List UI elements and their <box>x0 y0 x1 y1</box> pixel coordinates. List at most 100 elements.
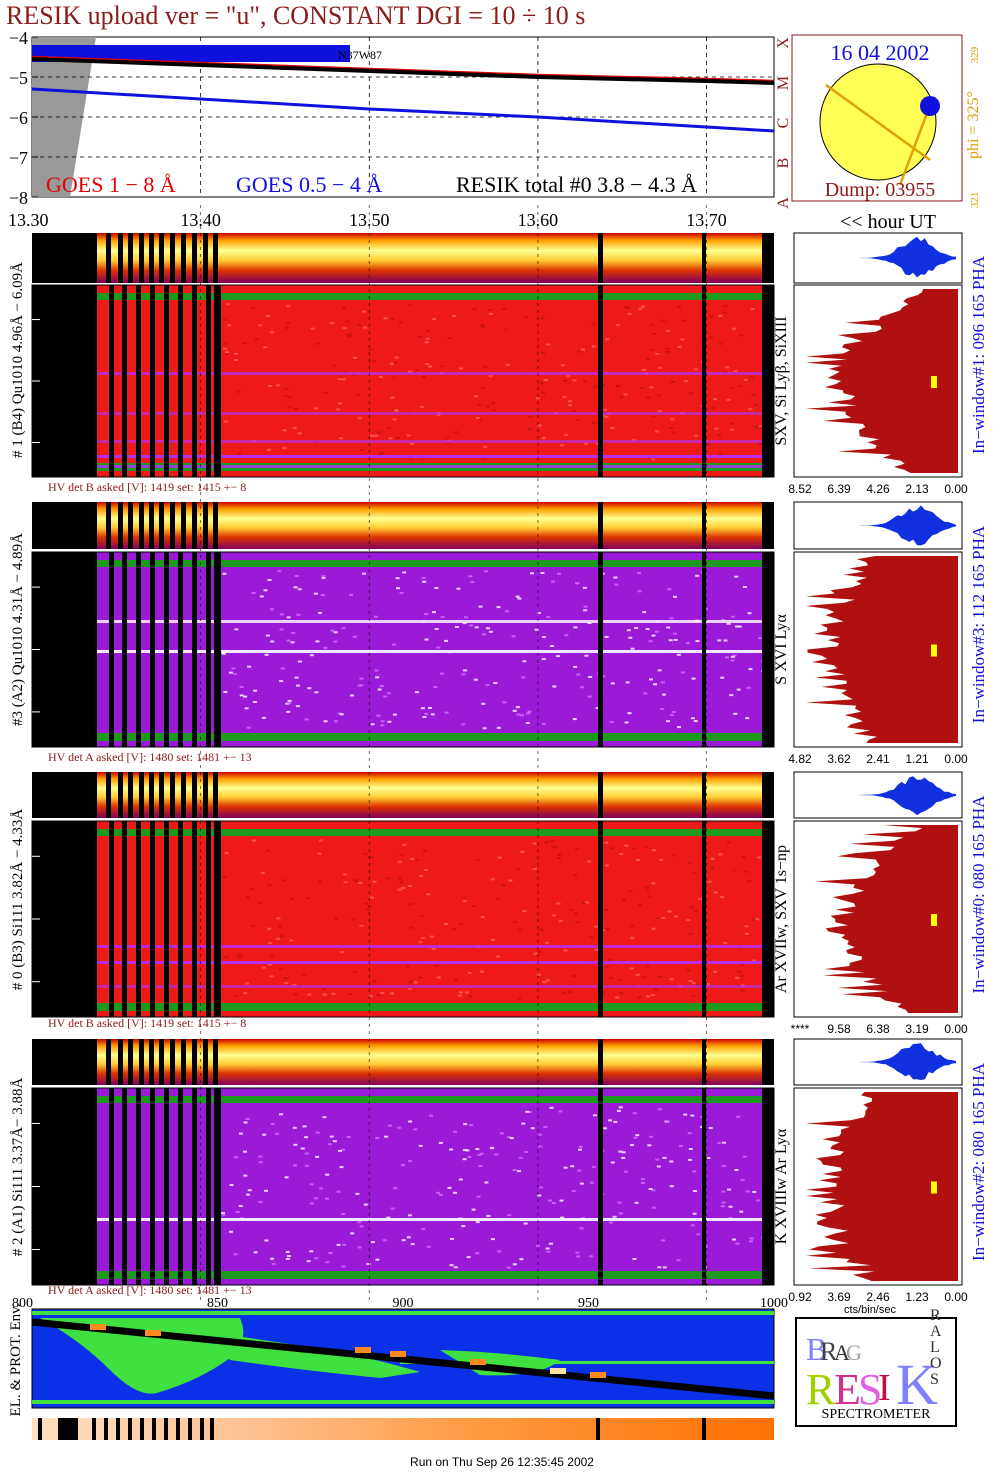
spectrum-speckle <box>480 325 485 328</box>
spectrum-bottom-edge-1 <box>97 733 774 741</box>
spectrum-speckle <box>352 635 357 638</box>
spectrum-speckle <box>540 572 545 574</box>
spectrum-speckle <box>688 933 693 936</box>
strip-bar-3-7 <box>181 1039 186 1085</box>
time-label-0: 13.30 <box>8 210 49 230</box>
spectrum-speckle <box>542 981 547 983</box>
spectrum-speckle <box>386 1216 391 1219</box>
spectrum-speckle <box>662 693 666 696</box>
spectrum-speckle <box>237 953 242 956</box>
spectrum-speckle <box>551 914 556 917</box>
spectrum-speckle <box>335 408 340 411</box>
spectrum-speckle <box>521 1122 526 1125</box>
pha-histogram-1 <box>806 556 958 743</box>
spectrum-speckle <box>673 638 678 641</box>
spectrum-speckle <box>455 626 459 628</box>
spectrum-speckle <box>645 965 650 968</box>
spectrum-speckle <box>222 572 227 575</box>
strip-bar-0-7 <box>181 233 186 283</box>
spectrum-speckle <box>730 655 735 658</box>
spectrum-speckle <box>432 611 436 614</box>
spectrum-speckle <box>576 350 581 353</box>
spectrum-speckle <box>721 1190 726 1193</box>
spectrum-speckle <box>234 995 239 997</box>
spectrum-speckle <box>720 896 725 899</box>
spectrum-speckle <box>473 678 478 681</box>
spectrum-speckle <box>480 324 485 327</box>
spectrum-speckle <box>706 443 711 446</box>
spectrum-speckle <box>624 721 629 724</box>
spectrum-speckle <box>378 376 383 378</box>
goes-class-C: C <box>775 118 792 129</box>
spectrum-speckle <box>516 1170 521 1173</box>
spectrum-speckle <box>243 1121 248 1124</box>
spectrum-speckle <box>710 857 715 860</box>
spectrum-speckle <box>635 859 640 861</box>
strip-bar-b-2 <box>702 772 706 818</box>
spectrum-speckle <box>386 877 391 880</box>
spectrum-speckle <box>732 869 737 872</box>
lines-label-2: Ar XVIIw, SXV 1s−np <box>773 845 790 993</box>
strip-bar-1-9 <box>203 502 208 549</box>
spectrum-speckle <box>649 1135 654 1138</box>
spectrum-speckle <box>475 859 480 862</box>
spectrum-speckle <box>284 1176 289 1179</box>
spectrum-speckle <box>283 394 288 397</box>
spectrum-speckle <box>680 338 685 341</box>
spectrum-bar-end-1 <box>214 552 221 747</box>
spectrum-speckle <box>307 993 312 996</box>
spectrum-speckle <box>651 458 656 461</box>
spectrum-speckle <box>645 628 650 631</box>
pha-window-marker-1 <box>931 644 937 657</box>
spectrum-speckle <box>537 1194 542 1197</box>
spectrum-speckle <box>708 1127 713 1129</box>
spectrum-speckle <box>649 323 654 326</box>
spectrum-speckle <box>546 343 551 346</box>
spectrum-speckle <box>332 364 337 367</box>
spectrum-speckle <box>223 347 227 350</box>
spectrum-speckle <box>615 324 620 327</box>
spectrum-speckle <box>541 391 546 394</box>
spectrum-speckle <box>475 1148 480 1151</box>
spectrum-speckle <box>434 628 439 630</box>
spectrum-speckle <box>471 1208 476 1211</box>
activity-bar-gap-3 <box>92 1418 96 1440</box>
spectrum-speckle <box>470 581 475 584</box>
spectrum-speckle <box>267 884 272 886</box>
spectrum-speckle <box>375 1137 380 1139</box>
spectrum-speckle <box>613 576 618 579</box>
spectrum-speckle <box>249 888 254 891</box>
spectrum-speckle <box>392 713 397 716</box>
spectrum-speckle <box>291 631 296 634</box>
logo-bottom-text: SPECTROMETER <box>822 1407 932 1422</box>
spectrum-speckle <box>754 425 758 428</box>
spectrum-speckle <box>306 897 311 900</box>
spectrum-bar-1-0 <box>109 552 114 747</box>
spectrum-bar-2-4 <box>164 821 169 1017</box>
spectrum-speckle <box>359 1225 364 1228</box>
spectrum-speckle <box>401 886 406 889</box>
spectrum-speckle <box>284 387 289 390</box>
spectrum-speckle <box>362 572 366 575</box>
spectrum-speckle <box>511 635 516 638</box>
spectrum-speckle <box>426 337 430 340</box>
spectrum-speckle <box>485 405 490 408</box>
spectrum-speckle <box>749 1237 754 1240</box>
strip-bar-0-8 <box>192 233 197 283</box>
spectrum-speckle <box>718 315 723 317</box>
sun-dump: Dump: 03955 <box>825 179 936 201</box>
spectrum-line-row-0 <box>97 620 774 623</box>
spectrum-speckle <box>276 917 281 920</box>
spectrum-speckle <box>589 936 594 939</box>
activity-bar-gap-5 <box>116 1418 120 1440</box>
strip-bar-3-5 <box>159 1039 164 1085</box>
spectrum-speckle <box>409 926 413 929</box>
spectrum-speckle <box>520 850 525 853</box>
spectrum-bar-3-4 <box>164 1088 169 1285</box>
spectrum-speckle <box>340 951 344 954</box>
spectrum-speckle <box>304 718 309 721</box>
logo-letter-11: L <box>930 1339 940 1356</box>
spectrum-speckle <box>635 973 640 976</box>
spectrum-speckle <box>373 615 378 618</box>
orbit-marker-1 <box>145 1330 161 1336</box>
